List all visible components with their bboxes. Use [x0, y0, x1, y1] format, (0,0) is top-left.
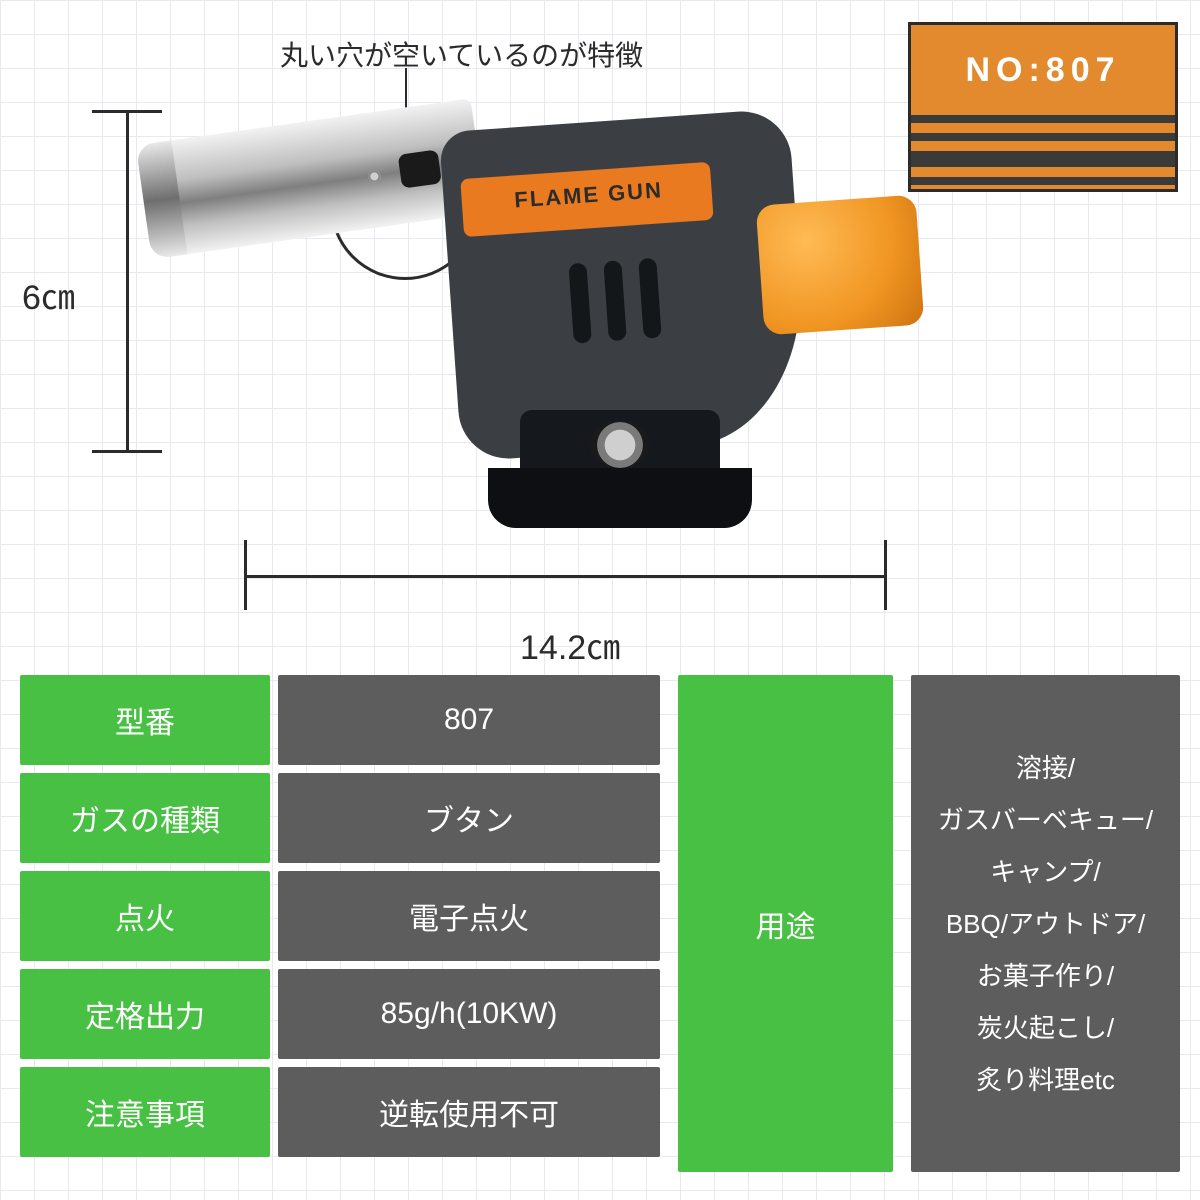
vent-slot [568, 263, 592, 344]
dim-h-right-cap [884, 540, 887, 610]
torch-muzzle [136, 140, 188, 259]
brand-label: FLAME GUN [483, 175, 694, 216]
model-badge: NO:807 [908, 22, 1178, 192]
use-label: 用途 [678, 675, 893, 1172]
spec-label: 型番 [20, 675, 270, 765]
spec-value: 85g/h(10KW) [278, 969, 660, 1059]
spec-value: 電子点火 [278, 871, 660, 961]
torch-knob [756, 195, 925, 336]
table-row: 点火 電子点火 [20, 871, 660, 961]
width-dim: 14.2㎝ [520, 620, 620, 669]
use-value: 溶接/ ガスバーベキュー/ キャンプ/ BBQ/アウトドア/ お菓子作り/ 炭火… [911, 675, 1180, 1172]
torch-collar [520, 410, 720, 480]
use-table: 用途 溶接/ ガスバーベキュー/ キャンプ/ BBQ/アウトドア/ お菓子作り/… [678, 675, 1180, 1172]
spec-value: 807 [278, 675, 660, 765]
table-row: 型番 807 [20, 675, 660, 765]
torch-body: FLAME GUN [439, 108, 811, 462]
vent-slot [638, 258, 662, 339]
table-row: 注意事項 逆転使用不可 [20, 1067, 660, 1157]
stage: NO:807 丸い穴が空いているのが特徴 6㎝ 14.2㎝ FLAME GUN [0, 0, 1200, 1200]
spec-table: 型番 807 ガスの種類 ブタン 点火 電子点火 定格出力 85g/h(10KW… [20, 675, 660, 1172]
spec-label: ガスの種類 [20, 773, 270, 863]
torch-collar-ring [590, 422, 650, 468]
dim-h-bar [244, 575, 884, 578]
spec-value: ブタン [278, 773, 660, 863]
spec-value: 逆転使用不可 [278, 1067, 660, 1157]
spec-section: 型番 807 ガスの種類 ブタン 点火 電子点火 定格出力 85g/h(10KW… [20, 675, 1180, 1172]
model-badge-text: NO:807 [911, 25, 1175, 115]
vent-slot [603, 260, 627, 341]
torch-base-clip [488, 468, 752, 528]
spec-label: 注意事項 [20, 1067, 270, 1157]
product-illustration: FLAME GUN [120, 70, 900, 550]
dim-v-bar [126, 110, 129, 450]
annotation-circle [330, 130, 480, 280]
model-badge-stripes [911, 115, 1175, 189]
dim-v-bot-cap [92, 450, 162, 453]
spec-label: 定格出力 [20, 969, 270, 1059]
table-row: ガスの種類 ブタン [20, 773, 660, 863]
height-dim: 6㎝ [22, 270, 75, 319]
spec-label: 点火 [20, 871, 270, 961]
table-row: 定格出力 85g/h(10KW) [20, 969, 660, 1059]
hole-annotation: 丸い穴が空いているのが特徴 [280, 34, 643, 74]
